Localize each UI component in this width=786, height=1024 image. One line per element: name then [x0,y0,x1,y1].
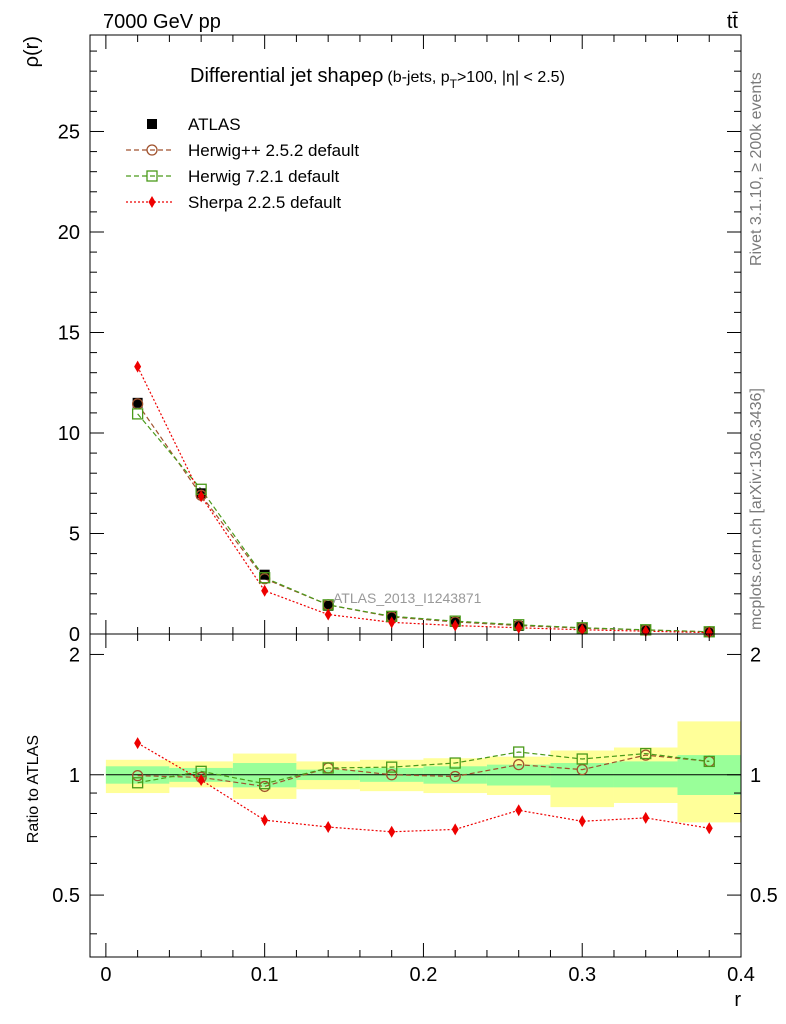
ratio-mc-point [261,814,269,827]
main-y-tick-label: 5 [69,523,80,545]
main-mc-point [197,490,205,503]
legend-marker [146,170,158,182]
legend-marker [146,144,158,156]
ratio-mc-point [197,774,205,787]
ratio-panel: 0 0.1 0.2 0.3 0.4 0.5 0.5 1 1 2 2 [52,633,778,986]
main-title-sub-rest: >100, |η| < 2.5) [457,69,565,86]
ratio-mc-point [131,777,144,789]
main-ylabel: ρ(r) [21,36,43,67]
main-y-tick-label: 10 [58,423,80,445]
ratio-y-tick-label-right: 0.5 [750,885,778,907]
ratio-mc-point [259,778,271,790]
legend-label: Herwig++ 2.5.2 default [188,141,359,160]
ratio-mc-point [705,822,713,835]
ratio-mc-point [513,746,525,758]
main-mc-point [134,360,142,373]
ratio-y-tick-label: 0.5 [52,885,80,907]
main-mc-point [578,623,586,636]
ratio-series-line [137,751,710,785]
main-series-line [137,366,710,634]
ratio-mc-point [134,737,142,750]
main-mc-point [131,408,144,420]
ratio-mc-point [451,823,459,836]
ratio-mc-point [449,757,461,769]
ratio-mc-point [386,769,398,781]
main-mc-point [451,619,459,632]
main-data-point [323,600,334,611]
x-tick-label: 0 [100,964,111,986]
ratio-mc-point [703,755,715,768]
main-y-tick-label: 20 [58,222,80,244]
main-y-tick-label: 15 [58,322,80,344]
main-mc-point [515,621,523,634]
ratio-mc-point [578,815,586,828]
main-title-symbol: ρ [372,65,383,87]
main-mc-point [705,626,713,639]
legend: ATLAS Herwig++ 2.5.2 default Herwig 7.2.1 … [126,115,359,212]
ratio-mc-point [386,761,398,773]
ratio-mc-point [449,770,461,783]
ratio-frame [89,633,742,958]
ratio-y-tick-label-right: 2 [750,644,761,666]
main-mc-point [259,572,271,584]
ratio-mc-point [322,762,334,774]
main-y-tick-label: 25 [58,121,80,143]
ratio-mc-point [640,747,652,760]
main-mc-point [261,584,269,597]
ratio-mc-point [131,769,144,782]
main-mc-point [324,608,332,621]
x-tick-label: 0.4 [727,964,755,986]
ratio-mc-point [513,759,525,771]
main-y-tick-label: 0 [69,624,80,646]
main-title-sub-t: T [450,77,458,91]
ratio-y-tick-label: 1 [69,765,80,787]
legend-label: Sherpa 2.2.5 default [188,193,341,212]
ratio-mc-point [388,825,396,838]
ratio-mc-point [576,753,588,765]
ratio-mc-point [515,804,523,817]
ratio-ylabel: Ratio to ATLAS [25,735,42,843]
ratio-series-line [137,754,710,788]
main-series-line [137,413,710,633]
main-title: Differential jet shapeρ (b-jets, pT>100, … [190,65,565,91]
x-tick-label: 0.1 [251,964,279,986]
main-data-point [259,569,270,580]
header-left: 7000 GeV pp [103,11,221,33]
legend-label: Herwig 7.2.1 default [188,167,339,186]
rivet-label: Rivet 3.1.10, ≥ 200k events [748,72,765,266]
header-right: tt̄ [727,11,739,33]
ratio-y-tick-label: 2 [69,644,80,666]
ratio-mc-point [324,821,332,834]
legend-marker [148,196,156,208]
x-tick-label: 0.2 [410,964,438,986]
watermark: ATLAS_2013_I1243871 [333,590,482,606]
mcplots-label: mcplots.cern.ch [arXiv:1306.3436] [748,388,765,630]
legend-marker [147,119,157,129]
x-tick-label: 0.3 [568,964,596,986]
main-mc-point [388,616,396,629]
ratio-mc-point [642,811,650,824]
xlabel: r [734,989,741,1011]
ratio-y-tick-label-right: 1 [750,765,761,787]
main-title-sub: (b-jets, p [387,69,449,86]
main-title-text: Differential jet shape [190,65,372,87]
main-data-point [132,397,143,408]
main-panel: 0 5 10 15 20 25 [58,34,742,646]
legend-label: ATLAS [188,115,241,134]
